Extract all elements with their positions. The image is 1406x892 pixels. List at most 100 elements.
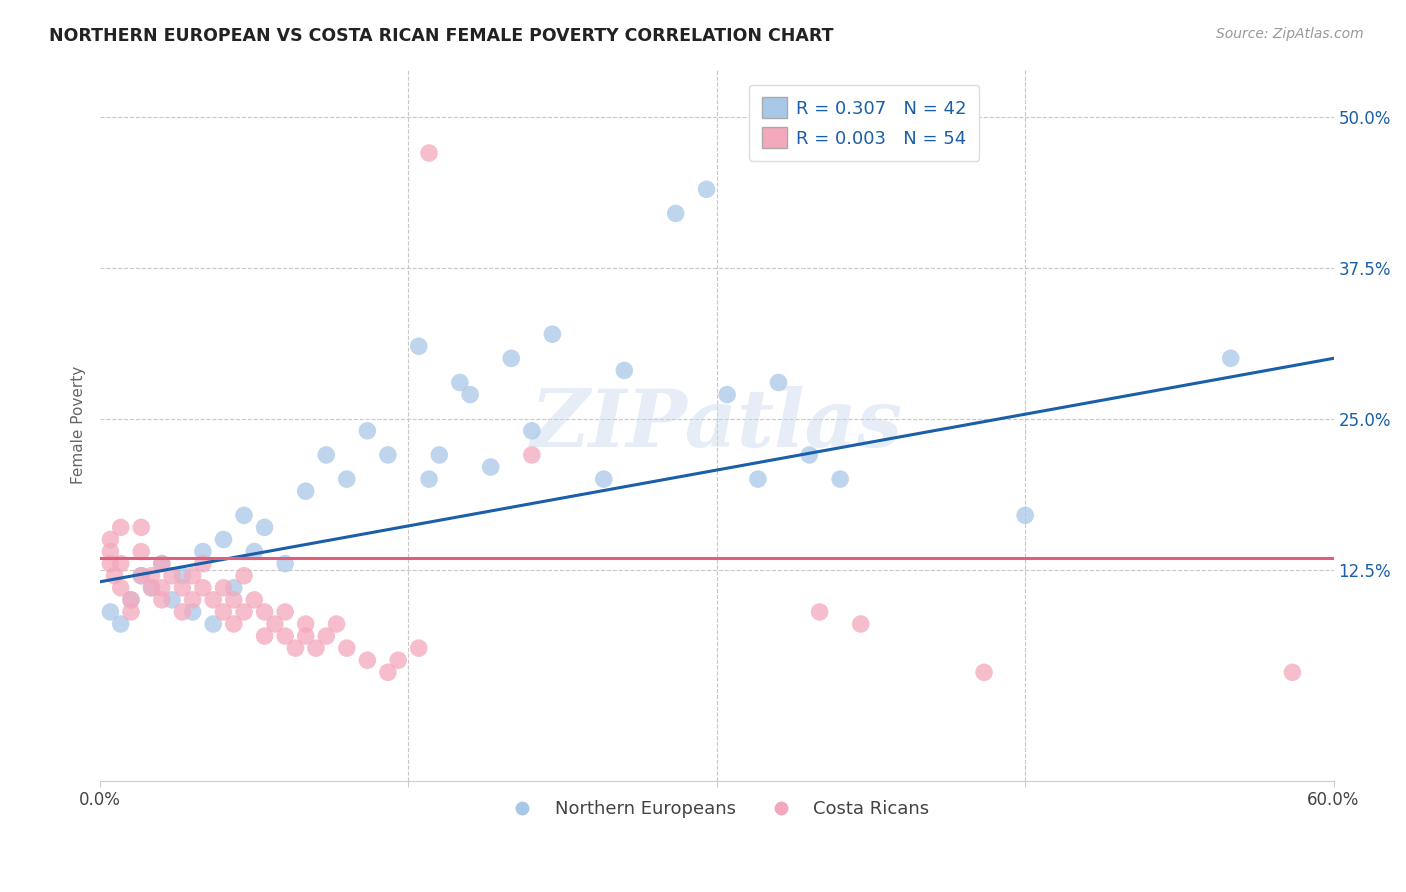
Point bbox=[696, 182, 718, 196]
Point bbox=[356, 424, 378, 438]
Point bbox=[1219, 351, 1241, 366]
Point bbox=[263, 617, 285, 632]
Text: Source: ZipAtlas.com: Source: ZipAtlas.com bbox=[1216, 27, 1364, 41]
Point bbox=[284, 641, 307, 656]
Point bbox=[799, 448, 821, 462]
Point bbox=[100, 605, 122, 619]
Point bbox=[129, 568, 152, 582]
Point bbox=[449, 376, 471, 390]
Point bbox=[336, 472, 359, 486]
Point bbox=[110, 520, 132, 534]
Point bbox=[377, 448, 399, 462]
Point bbox=[129, 568, 152, 582]
Point bbox=[294, 617, 316, 632]
Point bbox=[181, 605, 204, 619]
Point bbox=[120, 592, 142, 607]
Point bbox=[541, 327, 564, 342]
Point bbox=[387, 653, 409, 667]
Point bbox=[110, 617, 132, 632]
Point bbox=[408, 339, 430, 353]
Point bbox=[212, 581, 235, 595]
Point bbox=[253, 629, 276, 643]
Point bbox=[418, 146, 440, 161]
Point bbox=[172, 568, 194, 582]
Point bbox=[747, 472, 769, 486]
Point bbox=[274, 557, 297, 571]
Point bbox=[160, 568, 183, 582]
Point bbox=[150, 592, 173, 607]
Point bbox=[150, 557, 173, 571]
Point bbox=[141, 581, 163, 595]
Point bbox=[233, 568, 256, 582]
Point bbox=[253, 605, 276, 619]
Point bbox=[100, 544, 122, 558]
Point bbox=[336, 641, 359, 656]
Point bbox=[274, 629, 297, 643]
Point bbox=[520, 424, 543, 438]
Point bbox=[181, 592, 204, 607]
Point bbox=[253, 520, 276, 534]
Point bbox=[110, 557, 132, 571]
Point bbox=[305, 641, 328, 656]
Point bbox=[294, 484, 316, 499]
Point bbox=[181, 568, 204, 582]
Point bbox=[1281, 665, 1303, 680]
Point bbox=[172, 605, 194, 619]
Point bbox=[191, 581, 214, 595]
Text: NORTHERN EUROPEAN VS COSTA RICAN FEMALE POVERTY CORRELATION CHART: NORTHERN EUROPEAN VS COSTA RICAN FEMALE … bbox=[49, 27, 834, 45]
Point bbox=[274, 605, 297, 619]
Point bbox=[520, 448, 543, 462]
Point bbox=[222, 617, 245, 632]
Point bbox=[613, 363, 636, 377]
Point bbox=[377, 665, 399, 680]
Point bbox=[356, 653, 378, 667]
Point bbox=[418, 472, 440, 486]
Point bbox=[120, 592, 142, 607]
Point bbox=[849, 617, 872, 632]
Point bbox=[202, 617, 225, 632]
Point bbox=[665, 206, 688, 220]
Point bbox=[222, 592, 245, 607]
Point bbox=[768, 376, 790, 390]
Point bbox=[100, 557, 122, 571]
Point bbox=[427, 448, 450, 462]
Point bbox=[233, 508, 256, 523]
Point bbox=[141, 568, 163, 582]
Point bbox=[808, 605, 831, 619]
Point bbox=[202, 592, 225, 607]
Point bbox=[315, 448, 337, 462]
Point bbox=[973, 665, 995, 680]
Point bbox=[150, 557, 173, 571]
Point bbox=[716, 387, 738, 401]
Point bbox=[110, 581, 132, 595]
Point bbox=[172, 581, 194, 595]
Point bbox=[160, 592, 183, 607]
Point bbox=[458, 387, 481, 401]
Point bbox=[212, 533, 235, 547]
Point bbox=[212, 605, 235, 619]
Point bbox=[103, 568, 125, 582]
Point bbox=[243, 544, 266, 558]
Point bbox=[100, 533, 122, 547]
Point bbox=[129, 544, 152, 558]
Point bbox=[150, 581, 173, 595]
Point bbox=[479, 460, 502, 475]
Point bbox=[830, 472, 852, 486]
Point bbox=[233, 605, 256, 619]
Point bbox=[408, 641, 430, 656]
Point bbox=[501, 351, 523, 366]
Point bbox=[243, 592, 266, 607]
Point bbox=[129, 520, 152, 534]
Point bbox=[294, 629, 316, 643]
Point bbox=[191, 544, 214, 558]
Text: ZIPatlas: ZIPatlas bbox=[530, 386, 903, 464]
Point bbox=[120, 605, 142, 619]
Point bbox=[315, 629, 337, 643]
Point bbox=[191, 557, 214, 571]
Point bbox=[1014, 508, 1036, 523]
Legend: Northern Europeans, Costa Ricans: Northern Europeans, Costa Ricans bbox=[496, 793, 936, 825]
Y-axis label: Female Poverty: Female Poverty bbox=[72, 366, 86, 483]
Point bbox=[325, 617, 347, 632]
Point bbox=[592, 472, 614, 486]
Point bbox=[141, 581, 163, 595]
